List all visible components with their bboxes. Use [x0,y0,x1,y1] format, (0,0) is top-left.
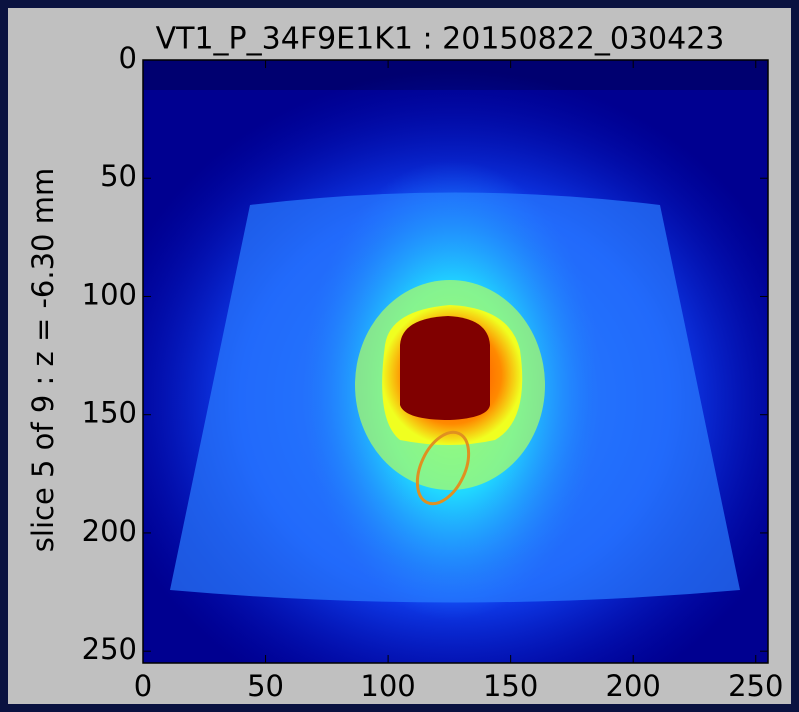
x-tick-label: 200 [606,669,661,703]
y-tick-label: 100 [82,277,137,311]
y-tick-label: 150 [82,396,137,430]
y-tick-label: 50 [100,159,137,193]
y-axis-label: slice 5 of 9 : z = -6.30 mm [26,168,60,552]
x-tick-label: 150 [483,669,538,703]
x-tick-label: 100 [360,669,415,703]
x-tick-label: 50 [247,669,284,703]
y-tick-label: 0 [119,41,137,75]
y-tick-label: 200 [82,514,137,548]
plot-frame [142,59,769,664]
dose-image [143,60,768,663]
chart-title: VT1_P_34F9E1K1 : 20150822_030423 [156,22,725,57]
x-tick-label: 250 [728,669,783,703]
x-tick-label: 0 [134,669,152,703]
y-tick-label: 250 [82,632,137,666]
